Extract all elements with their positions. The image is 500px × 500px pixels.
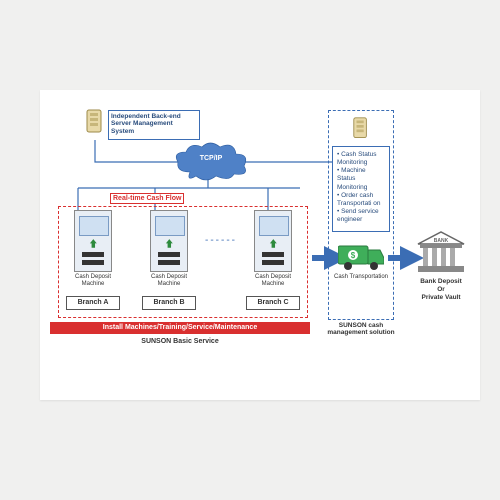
cash-truck-icon: $ bbox=[338, 242, 384, 272]
svg-text:BANK: BANK bbox=[434, 238, 449, 244]
basic-service-label: SUNSON Basic Service bbox=[100, 338, 260, 346]
branch-a-group: Cash Deposit Machine Branch A bbox=[64, 210, 122, 314]
server-mgmt-box: Independent Back-end Server Management S… bbox=[108, 110, 200, 140]
cash-deposit-machine bbox=[74, 210, 112, 272]
bank-line2: Or bbox=[410, 286, 472, 294]
cloud-label: TCP/IP bbox=[172, 155, 250, 163]
bullet-item: Order cash Transportati on bbox=[337, 192, 385, 208]
cash-deposit-machine bbox=[150, 210, 188, 272]
branch-label: Branch A bbox=[66, 296, 120, 310]
server-mgmt-title: Independent Back-end Server Management S… bbox=[111, 113, 197, 135]
bank-line3: Private Vault bbox=[410, 294, 472, 302]
ellipsis-icon: ------ bbox=[205, 235, 237, 246]
svg-text:$: $ bbox=[351, 251, 356, 260]
mgmt-solution-label: SUNSON cash management solution bbox=[322, 322, 400, 337]
mgmt-bullets: Cash Status Monitoring Machine Status Mo… bbox=[332, 146, 390, 232]
branch-label: Branch B bbox=[142, 296, 196, 310]
bullet-item: Send service engineer bbox=[337, 208, 385, 224]
bank-line1: Bank Deposit bbox=[410, 278, 472, 286]
branch-c-group: Cash Deposit Machine Branch C bbox=[244, 210, 302, 314]
bullet-item: Cash Status Monitoring bbox=[337, 151, 385, 167]
realtime-tag-text: Real-time Cash Flow bbox=[113, 195, 181, 202]
tcpip-cloud: TCP/IP bbox=[172, 142, 250, 182]
server-icon bbox=[352, 116, 370, 140]
server-icon bbox=[85, 108, 105, 134]
branch-label: Branch C bbox=[246, 296, 300, 310]
cash-deposit-machine bbox=[254, 210, 292, 272]
machine-caption: Cash Deposit Machine bbox=[64, 274, 122, 288]
diagram-canvas: Independent Back-end Server Management S… bbox=[40, 90, 480, 400]
machine-caption: Cash Deposit Machine bbox=[140, 274, 198, 288]
bullet-item: Machine Status Monitoring bbox=[337, 167, 385, 191]
install-bar: Install Machines/Training/Service/Mainte… bbox=[50, 322, 310, 334]
bank-icon: BANK bbox=[416, 230, 466, 274]
truck-caption: Cash Transportation bbox=[332, 274, 390, 281]
bank-caption: Bank Deposit Or Private Vault bbox=[410, 278, 472, 301]
machine-caption: Cash Deposit Machine bbox=[244, 274, 302, 288]
branch-b-group: Cash Deposit Machine Branch B bbox=[140, 210, 198, 314]
realtime-tag: Real-time Cash Flow bbox=[110, 193, 184, 204]
